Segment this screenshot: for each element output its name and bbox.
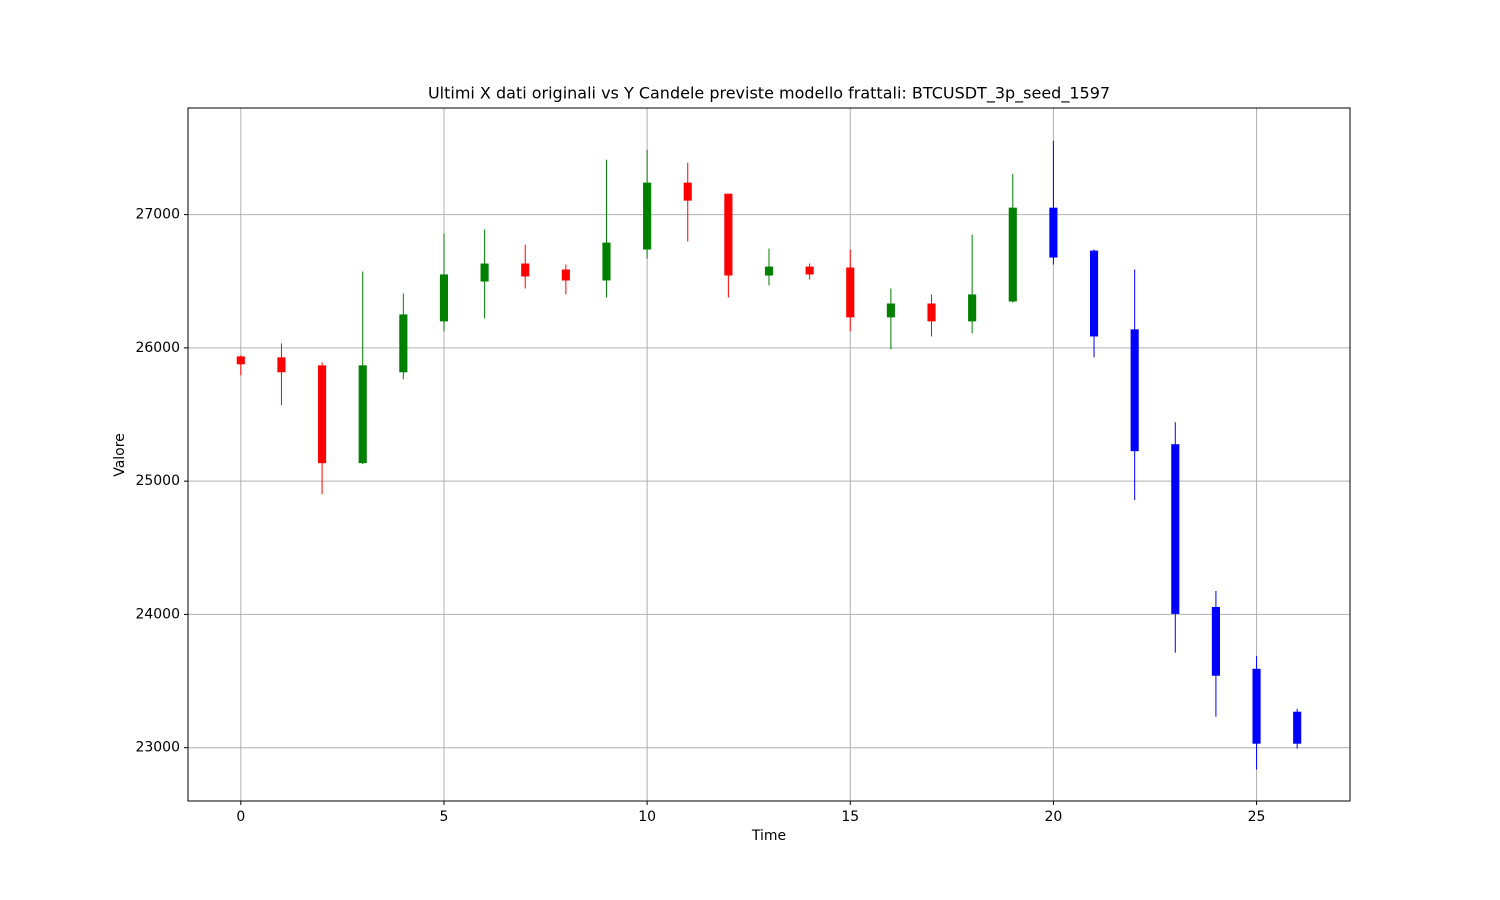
candle-body (521, 263, 530, 277)
x-tick-label: 10 (638, 809, 656, 825)
candle-body (968, 294, 977, 322)
candle-body (1008, 207, 1017, 302)
candle-body (846, 267, 855, 318)
candle-body (1049, 207, 1058, 258)
candle-body (561, 269, 570, 281)
candle-body (927, 303, 936, 322)
candle-body (358, 365, 367, 464)
x-tick-label: 25 (1248, 809, 1266, 825)
y-tick-label: 24000 (135, 606, 180, 622)
candle-body (480, 263, 489, 282)
candle-body (683, 182, 692, 201)
y-tick-label: 27000 (135, 207, 180, 223)
candle-body (1130, 329, 1139, 452)
x-tick-label: 5 (440, 809, 449, 825)
candle-body (439, 274, 449, 322)
candle-body (886, 303, 895, 318)
candle-body (318, 365, 327, 464)
x-tick-label: 15 (841, 809, 859, 825)
candle-body (602, 242, 611, 281)
y-tick-label: 26000 (135, 340, 180, 356)
candle-body (1171, 444, 1180, 614)
candle-body (399, 314, 408, 373)
chart-title: Ultimi X dati originali vs Y Candele pre… (428, 84, 1110, 104)
candle-body (1293, 711, 1302, 744)
candle-body (1252, 668, 1261, 744)
y-tick-label: 23000 (135, 740, 180, 756)
x-axis-label: Time (751, 828, 786, 844)
candle-body (236, 356, 245, 365)
candle-body (1089, 250, 1099, 337)
y-tick-label: 25000 (135, 473, 180, 489)
candle-body (805, 266, 814, 275)
x-tick-label: 20 (1044, 809, 1062, 825)
x-tick-label: 0 (236, 809, 245, 825)
candle-body (643, 182, 652, 250)
candle-body (724, 193, 733, 276)
candle-body (1211, 606, 1220, 676)
candle-body (277, 357, 286, 373)
candle-body (764, 266, 774, 276)
plot-frame (187, 107, 1351, 802)
y-axis-label: Valore (112, 433, 128, 477)
